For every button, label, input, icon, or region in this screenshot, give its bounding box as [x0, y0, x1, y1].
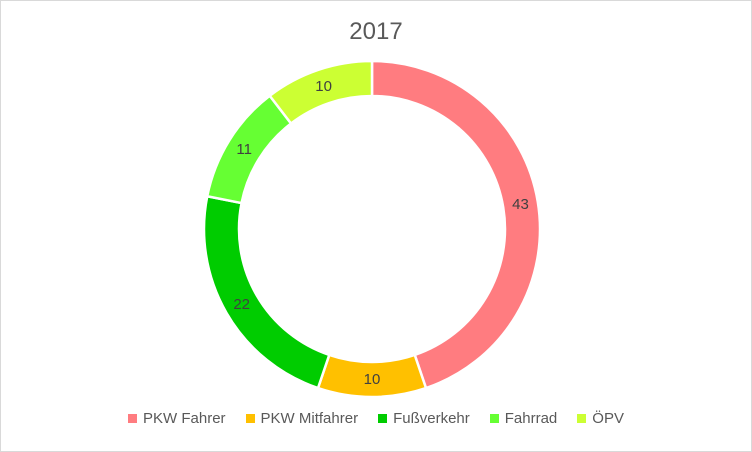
legend-swatch — [577, 414, 587, 423]
legend-item-fahrrad: Fahrrad — [489, 410, 558, 427]
data-label-fahrrad: 11 — [236, 141, 252, 158]
legend-label: PKW Fahrer — [143, 410, 226, 427]
data-label-fussverkehr: 22 — [233, 296, 250, 313]
legend-swatch — [245, 414, 255, 423]
legend-item-pkw-fahrer: PKW Fahrer — [128, 410, 226, 427]
legend-label: Fahrrad — [504, 410, 558, 427]
donut-slice-fussverkehr — [202, 194, 331, 390]
legend-item-pkw-mitfahrer: PKW Mitfahrer — [245, 410, 359, 427]
chart-title: 2017 — [349, 18, 403, 45]
legend-item-fussverkehr: Fußverkehr — [378, 410, 470, 427]
donut-slice-pkw-fahrer — [370, 59, 542, 390]
chart-legend: PKW Fahrer PKW Mitfahrer Fußverkehr Fahrrad… — [0, 410, 752, 427]
legend-swatch — [489, 414, 499, 423]
data-label-pkw-mitfahrer: 10 — [364, 371, 381, 388]
data-label-pkw-fahrer: 43 — [512, 196, 529, 213]
donut-slice-oepv — [267, 59, 374, 126]
legend-label: PKW Mitfahrer — [260, 410, 359, 427]
legend-swatch — [128, 414, 138, 423]
legend-swatch — [378, 414, 388, 423]
data-label-oepv: 10 — [315, 78, 332, 95]
legend-label: Fußverkehr — [393, 410, 470, 427]
legend-label: ÖPV — [592, 410, 624, 427]
legend-item-oepv: ÖPV — [577, 410, 624, 427]
